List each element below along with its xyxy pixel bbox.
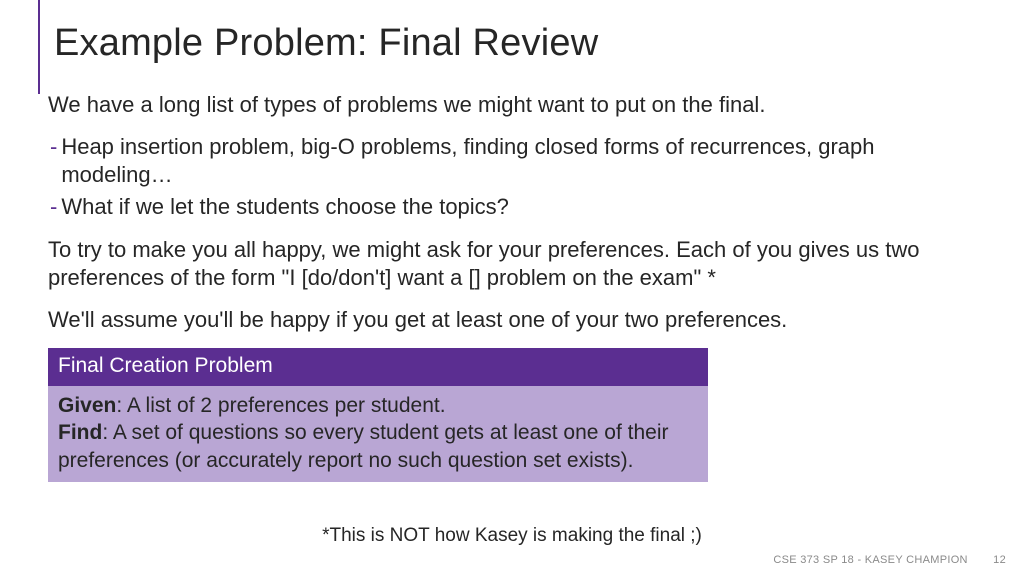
- accent-bar: [38, 0, 40, 94]
- bullet-dash-icon: -: [50, 193, 57, 221]
- bullet-text: Heap insertion problem, big-O problems, …: [61, 133, 976, 189]
- slide-body: We have a long list of types of problems…: [48, 91, 976, 482]
- footnote: *This is NOT how Kasey is making the fin…: [0, 525, 1024, 547]
- slide: Example Problem: Final Review We have a …: [0, 0, 1024, 576]
- paragraph: We'll assume you'll be happy if you get …: [48, 306, 976, 334]
- bullet-item: - What if we let the students choose the…: [48, 193, 976, 221]
- bullet-dash-icon: -: [50, 133, 57, 189]
- paragraph: To try to make you all happy, we might a…: [48, 236, 976, 292]
- problem-box-header: Final Creation Problem: [48, 348, 708, 386]
- bullet-text: What if we let the students choose the t…: [61, 193, 976, 221]
- footer-course: CSE 373 SP 18 - KASEY CHAMPION: [773, 554, 967, 566]
- find-label: Find: [58, 421, 102, 444]
- find-text: : A set of questions so every student ge…: [58, 421, 669, 471]
- bullet-item: - Heap insertion problem, big-O problems…: [48, 133, 976, 189]
- intro-paragraph: We have a long list of types of problems…: [48, 91, 976, 119]
- slide-footer: CSE 373 SP 18 - KASEY CHAMPION 12: [773, 554, 1006, 566]
- slide-title: Example Problem: Final Review: [54, 22, 976, 65]
- problem-box-body: Given: A list of 2 preferences per stude…: [48, 386, 708, 482]
- given-text: : A list of 2 preferences per student.: [116, 394, 445, 417]
- footer-page-number: 12: [993, 554, 1006, 566]
- given-label: Given: [58, 394, 116, 417]
- problem-box: Final Creation Problem Given: A list of …: [48, 348, 708, 482]
- bullet-list: - Heap insertion problem, big-O problems…: [48, 133, 976, 221]
